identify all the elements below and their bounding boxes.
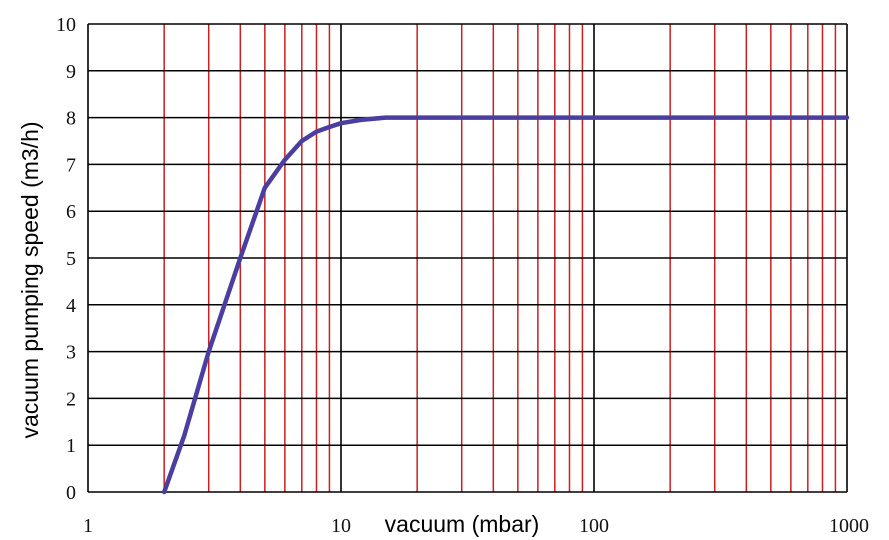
y-tick-label: 4	[66, 295, 76, 317]
y-tick-label: 10	[56, 14, 76, 36]
series-layer	[161, 115, 850, 495]
x-tick-label: 1	[83, 515, 93, 537]
x-axis-title: vacuum (mbar)	[385, 511, 540, 537]
y-tick-label: 1	[66, 435, 76, 457]
y-tick-label: 3	[66, 342, 76, 364]
y-tick-label: 7	[66, 154, 76, 176]
y-tick-label: 8	[66, 108, 76, 130]
y-tick-label: 2	[66, 388, 76, 410]
x-tick-label: 100	[579, 515, 609, 537]
x-tick-labels: 1 10 100 1000	[83, 515, 869, 537]
y-tick-label: 9	[66, 61, 76, 83]
y-tick-label: 5	[66, 248, 76, 270]
x-tick-label: 1000	[829, 515, 869, 537]
y-tick-label: 6	[66, 201, 76, 223]
y-tick-labels: 0 1 2 3 4 5 6 7 8 9 10	[56, 14, 76, 504]
y-tick-label: 0	[66, 482, 76, 504]
series-line	[161, 115, 850, 495]
grid	[87, 23, 848, 493]
x-tick-label: 10	[331, 515, 351, 537]
y-axis-title: vacuum pumping speed (m3/h)	[17, 121, 43, 438]
